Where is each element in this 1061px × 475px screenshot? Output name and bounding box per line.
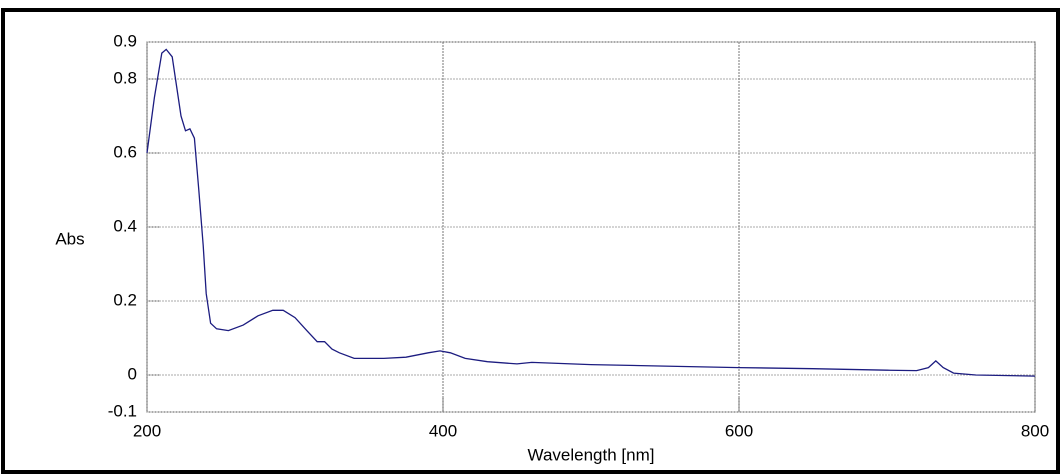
y-tick-label: 0.9 (113, 31, 137, 50)
x-tick-label: 800 (1021, 421, 1049, 440)
y-tick-label: -0.1 (108, 401, 137, 420)
outer-frame (3, 10, 1058, 472)
chart: Abs Wavelength [nm] -0.1 0 0.2 0.4 0.6 0.8 0.9… (0, 0, 1061, 475)
y-tick-label: 0.8 (113, 68, 137, 87)
x-tick-label: 600 (725, 421, 753, 440)
y-axis-label: Abs (55, 229, 84, 248)
x-axis-label: Wavelength [nm] (528, 445, 655, 464)
y-tick-label: 0 (128, 364, 137, 383)
y-tick-label: 0.2 (113, 290, 137, 309)
x-tick-label: 400 (429, 421, 457, 440)
x-tick-label: 200 (133, 421, 161, 440)
spectrum-line (147, 49, 1035, 376)
y-tick-label: 0.6 (113, 142, 137, 161)
y-tick-label: 0.4 (113, 216, 137, 235)
